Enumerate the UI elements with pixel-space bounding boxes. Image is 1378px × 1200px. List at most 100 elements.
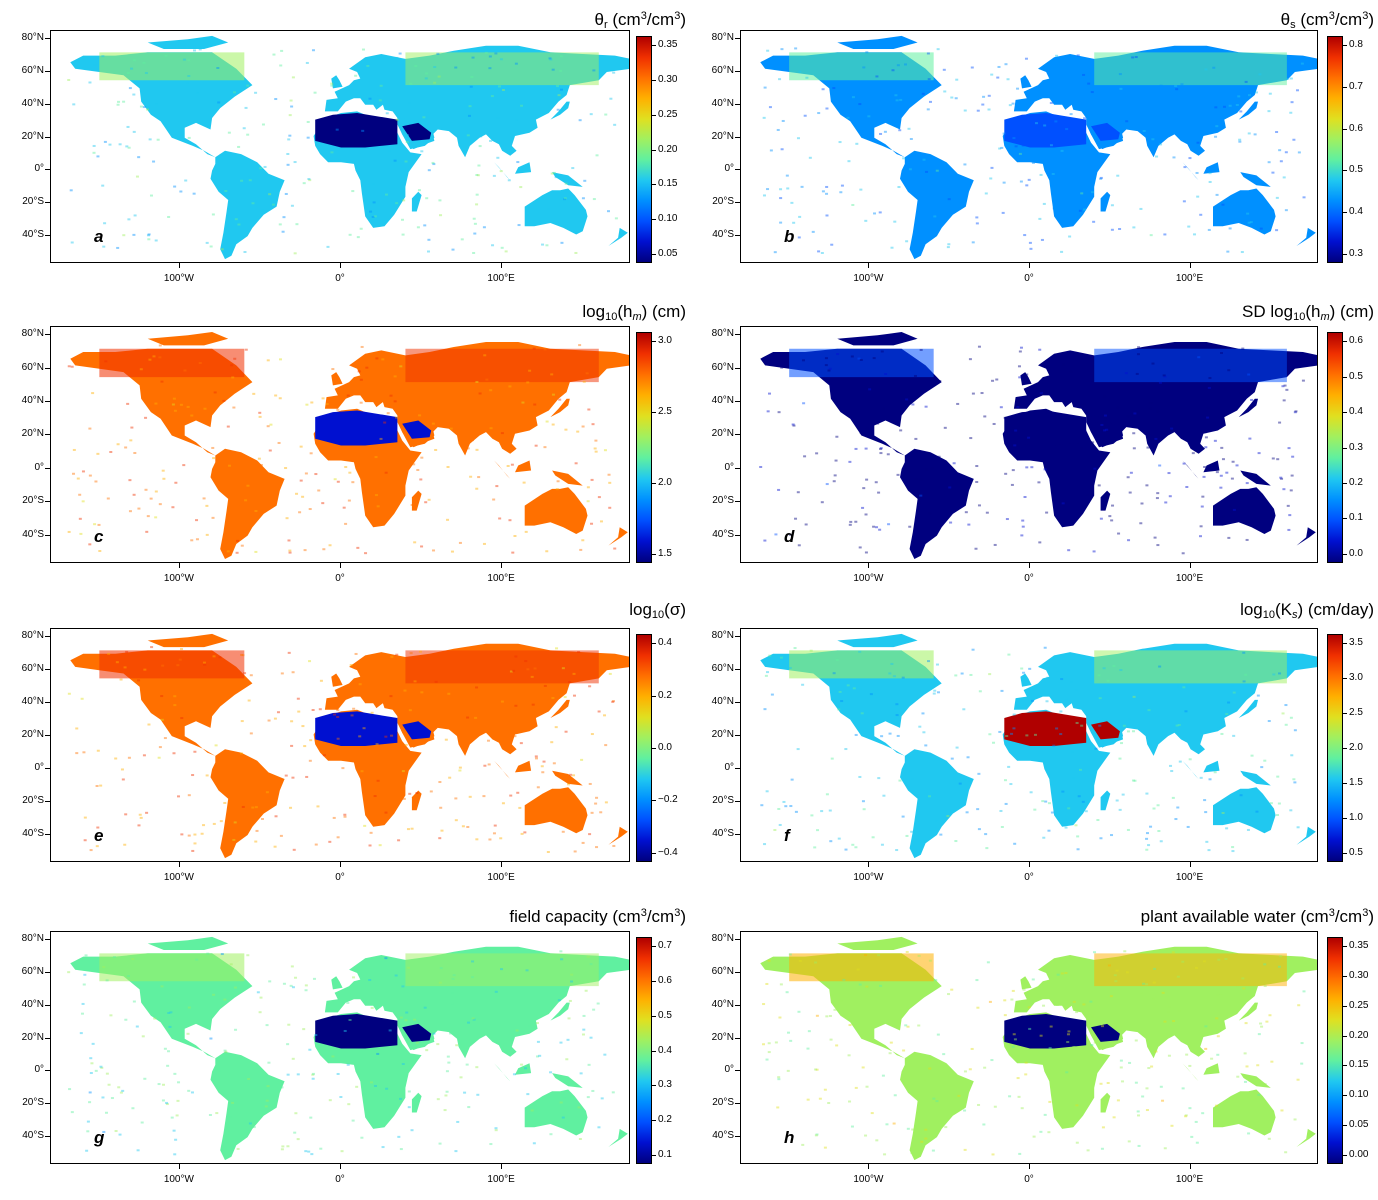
texture-speck — [890, 662, 894, 665]
texture-speck — [84, 954, 88, 957]
texture-speck — [399, 1148, 403, 1151]
landmass-australia — [524, 188, 588, 235]
texture-speck — [1215, 471, 1219, 474]
texture-speck — [586, 500, 590, 503]
texture-speck — [395, 118, 399, 121]
texture-speck — [892, 1122, 896, 1125]
texture-speck — [496, 156, 500, 159]
texture-speck — [579, 548, 583, 551]
lat-tick-label: 40°S — [712, 229, 734, 241]
texture-speck — [589, 113, 593, 116]
texture-speck — [173, 185, 177, 188]
texture-speck — [591, 1089, 595, 1092]
lat-tick-label: 40°S — [712, 1130, 734, 1142]
landmass-indonesia2 — [1203, 162, 1220, 174]
lat-tick-mark — [45, 103, 50, 105]
texture-speck — [911, 777, 915, 780]
texture-speck — [1030, 699, 1034, 702]
lat-tick-mark — [45, 1004, 50, 1006]
colorbar-tick-mark — [1343, 253, 1347, 255]
lon-tick-mark — [868, 862, 870, 867]
texture-speck — [1091, 441, 1095, 444]
texture-speck — [233, 357, 237, 360]
lat-tick-mark — [735, 434, 740, 436]
texture-speck — [408, 792, 412, 795]
texture-speck — [1002, 132, 1006, 135]
texture-speck — [212, 822, 216, 825]
texture-speck — [942, 1053, 946, 1056]
texture-speck — [1132, 226, 1136, 229]
texture-speck — [856, 968, 860, 971]
texture-speck — [579, 1072, 583, 1075]
lat-tick-mark — [45, 501, 50, 503]
texture-speck — [599, 520, 603, 523]
texture-speck — [904, 63, 908, 66]
texture-speck — [563, 696, 567, 699]
colorbar-tick-label: 0.20 — [658, 143, 678, 155]
texture-speck — [1242, 680, 1246, 683]
texture-speck — [237, 223, 241, 226]
texture-speck — [1205, 840, 1209, 843]
texture-speck — [348, 471, 352, 474]
texture-speck — [858, 103, 862, 106]
texture-speck — [454, 66, 458, 69]
lat-tick-mark — [45, 833, 50, 835]
texture-speck — [154, 516, 158, 519]
panel-title: SD log10(hm) (cm) — [1242, 302, 1374, 323]
texture-speck — [132, 493, 136, 496]
colorbar-tick-label: 2.0 — [1349, 742, 1363, 753]
lat-tick-label: 40°N — [21, 97, 44, 109]
texture-speck — [252, 392, 256, 395]
texture-speck — [172, 397, 176, 400]
texture-speck — [1119, 669, 1123, 672]
texture-speck — [413, 541, 417, 544]
texture-speck — [1212, 66, 1216, 69]
texture-speck — [476, 174, 480, 177]
lon-tick-label: 100°W — [853, 273, 884, 284]
texture-speck — [518, 806, 522, 809]
texture-speck — [154, 103, 158, 106]
texture-speck — [858, 983, 862, 986]
texture-speck — [796, 748, 800, 751]
colorbar-tick-mark — [652, 79, 656, 81]
texture-speck — [307, 178, 311, 181]
colorbar-tick-mark — [1343, 678, 1347, 680]
texture-speck — [1272, 673, 1276, 676]
texture-speck — [375, 743, 379, 746]
texture-speck — [1207, 849, 1211, 852]
texture-speck — [128, 479, 132, 482]
texture-speck — [322, 548, 326, 551]
texture-speck — [1042, 1004, 1046, 1007]
texture-speck — [942, 68, 946, 71]
lat-tick-mark — [45, 1103, 50, 1105]
texture-speck — [874, 481, 878, 484]
texture-speck — [1153, 536, 1157, 539]
texture-speck — [348, 233, 352, 236]
texture-speck — [1225, 827, 1229, 830]
texture-speck — [67, 530, 71, 533]
texture-speck — [451, 248, 455, 251]
texture-speck — [1101, 1126, 1105, 1129]
texture-speck — [187, 75, 191, 78]
texture-speck — [595, 846, 599, 849]
texture-speck — [1061, 504, 1065, 507]
colorbar-tick-label: 0.30 — [1349, 969, 1369, 981]
texture-speck — [576, 430, 580, 433]
texture-speck — [212, 993, 216, 996]
texture-speck — [1193, 233, 1197, 236]
texture-speck — [1172, 95, 1176, 98]
lat-tick-mark — [45, 136, 50, 138]
texture-speck — [395, 653, 399, 656]
texture-speck — [130, 67, 134, 70]
texture-speck — [156, 138, 160, 141]
texture-speck — [119, 678, 123, 681]
texture-speck — [1145, 484, 1149, 487]
texture-speck — [386, 804, 390, 807]
texture-speck — [1004, 802, 1008, 805]
texture-speck — [368, 844, 372, 847]
texture-speck — [779, 221, 783, 224]
texture-speck — [294, 976, 298, 979]
texture-speck — [1088, 659, 1092, 662]
lat-tick-label: 20°N — [21, 1031, 44, 1043]
texture-speck — [384, 193, 388, 196]
